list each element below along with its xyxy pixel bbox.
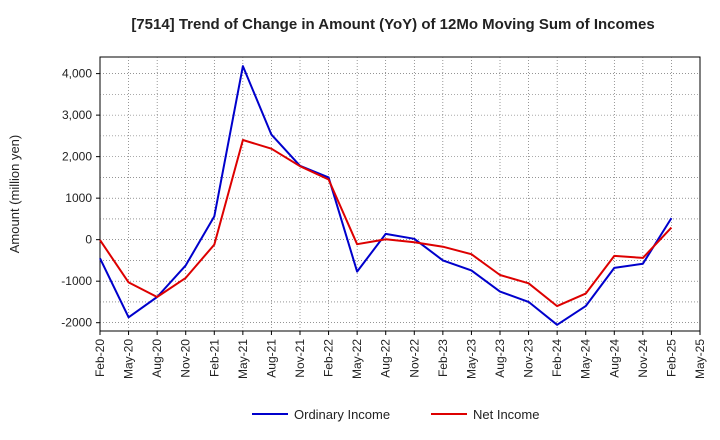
y-tick-label: -1000 <box>61 274 92 288</box>
x-tick-label: May-20 <box>122 339 136 379</box>
chart-title: [7514] Trend of Change in Amount (YoY) o… <box>131 16 654 33</box>
series-line-net-income <box>99 139 673 308</box>
x-tick-label: Aug-22 <box>379 339 393 378</box>
x-axis-ticks: Feb-20 May-20 Aug-20 Nov-20 Feb-21 May-21 Aug-… <box>93 331 707 379</box>
y-tick-label: -2000 <box>61 316 92 330</box>
x-tick-label: May-23 <box>464 339 478 379</box>
y-axis-ticks: -2000 -1000 0 1000 2,000 3,000 4,000 <box>61 67 100 330</box>
x-tick-label: Aug-20 <box>150 339 164 378</box>
x-tick-label: Aug-21 <box>264 339 278 378</box>
x-tick-label: Nov-22 <box>407 339 421 378</box>
x-tick-label: Nov-24 <box>636 339 650 378</box>
x-tick-label: May-25 <box>693 339 707 379</box>
y-tick-label: 0 <box>85 233 92 247</box>
x-tick-label: Feb-24 <box>550 339 564 377</box>
y-axis-label: Amount (million yen) <box>7 135 22 254</box>
x-tick-label: Feb-22 <box>322 339 336 377</box>
y-tick-label: 2,000 <box>62 150 92 164</box>
x-tick-label: May-24 <box>579 339 593 379</box>
x-tick-label: Feb-23 <box>436 339 450 377</box>
legend-label-ordinary-income: Ordinary Income <box>294 407 390 422</box>
x-tick-label: Feb-20 <box>93 339 107 377</box>
y-tick-label: 1000 <box>65 191 92 205</box>
x-tick-label: Aug-23 <box>493 339 507 378</box>
plot-area <box>99 56 701 332</box>
series-line-ordinary-income <box>99 65 673 326</box>
legend-label-net-income: Net Income <box>473 407 539 422</box>
y-tick-label: 3,000 <box>62 108 92 122</box>
x-tick-label: Feb-25 <box>664 339 678 377</box>
x-tick-label: Feb-21 <box>207 339 221 377</box>
x-tick-label: Nov-23 <box>522 339 536 378</box>
x-tick-label: Nov-21 <box>293 339 307 378</box>
legend: Ordinary Income Net Income <box>252 407 539 422</box>
grid <box>100 57 700 331</box>
series-layer <box>99 65 673 326</box>
x-tick-label: May-21 <box>236 339 250 379</box>
x-tick-label: Aug-24 <box>607 339 621 378</box>
x-tick-label: May-22 <box>350 339 364 379</box>
x-tick-label: Nov-20 <box>179 339 193 378</box>
y-tick-label: 4,000 <box>62 67 92 81</box>
